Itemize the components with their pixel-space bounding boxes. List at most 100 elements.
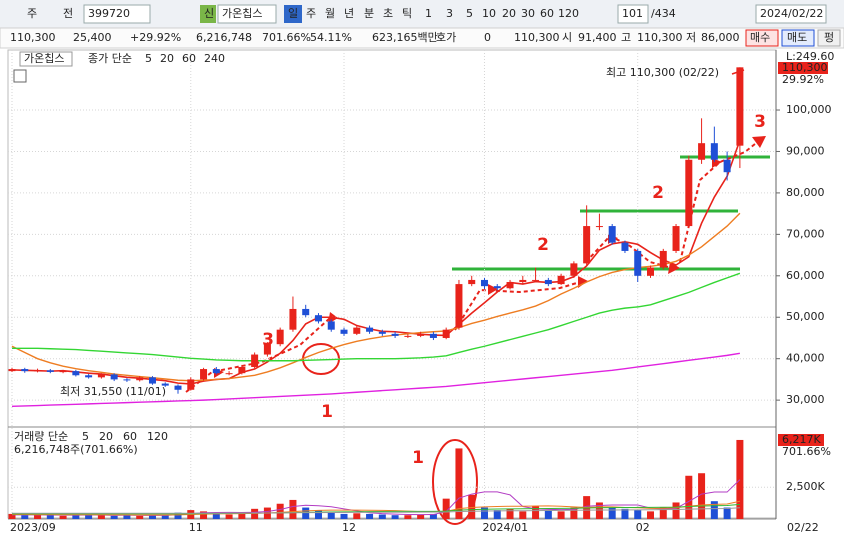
y-tick-label: 60,000 [786, 269, 825, 282]
last-price-label: 110,300 [782, 61, 828, 74]
toolbar-item[interactable]: 틱 [402, 7, 412, 20]
legend-entry: 240 [204, 52, 225, 65]
toolbar-item[interactable]: 주 [306, 7, 316, 20]
toolbar-item[interactable]: 년 [344, 7, 354, 20]
volume-bar [314, 510, 322, 519]
candle-body [455, 284, 463, 328]
name-field[interactable] [217, 4, 277, 24]
volume-bar [85, 514, 93, 519]
toolbar-item[interactable]: 101 [622, 7, 643, 20]
candle-body [736, 67, 744, 146]
candle-body [314, 315, 322, 322]
toolbar-item[interactable]: /434 [651, 7, 676, 20]
last-volume-box [778, 434, 824, 446]
chart-frame [7, 49, 777, 519]
quote-item[interactable]: 매수 [750, 31, 770, 44]
volume-bar [659, 507, 667, 519]
toolbar-item[interactable]: 3 [446, 7, 453, 20]
arrow-head [668, 262, 680, 274]
quote-item: 고 [621, 31, 631, 44]
volume-ma-line [12, 507, 740, 514]
volume-bar [647, 511, 654, 519]
candle-body [621, 242, 629, 251]
volume-bar [238, 512, 246, 519]
quote-item: 110,300 [10, 31, 56, 44]
candle-body [276, 329, 284, 345]
toolbar-item[interactable]: 5 [466, 7, 473, 20]
x-tick-label: 2024/01 [482, 521, 528, 534]
toolbar-item[interactable]: 120 [558, 7, 579, 20]
trend-arrow [454, 281, 581, 331]
grid-icon[interactable] [13, 69, 27, 83]
legend-entry: 5 [145, 52, 152, 65]
volume-bar [378, 514, 386, 519]
candle-body [340, 329, 348, 334]
volume-bar [200, 511, 208, 519]
quote-item: 25,400 [73, 31, 112, 44]
quote-item[interactable]: 매도 [787, 31, 807, 44]
candle-body [480, 279, 488, 287]
y-tick-label: 70,000 [786, 227, 825, 240]
toolbar-item[interactable]: 분 [364, 7, 374, 20]
candle-body [391, 333, 399, 336]
candle-body [59, 371, 67, 373]
count-field[interactable] [617, 4, 649, 24]
last-price-box [778, 62, 828, 74]
toolbar-item[interactable]: 전 [63, 7, 73, 20]
volume-bar [276, 503, 284, 519]
code-input[interactable] [83, 4, 151, 24]
candle-body [289, 308, 297, 330]
new-badge [200, 5, 216, 23]
toolbar-item[interactable]: 2024/02/22 [760, 7, 823, 20]
quote-item: 호가 [436, 31, 456, 44]
y-tick-label: 30,000 [786, 393, 825, 406]
low-label: 최저 31,550 (11/01) [60, 385, 166, 398]
candle-body [723, 159, 731, 173]
volume-bar [72, 515, 80, 519]
candle-body [532, 279, 540, 281]
legend-entry: 60 [182, 52, 196, 65]
candle-body [493, 286, 501, 289]
volume-bar [404, 515, 412, 519]
toolbar-item[interactable]: 신 [204, 7, 214, 20]
volume-bar [174, 512, 182, 519]
candle-body [404, 335, 412, 337]
toolbar-item[interactable]: 399720 [88, 7, 130, 20]
candle-body [187, 379, 195, 390]
y-tick-label: 90,000 [786, 144, 825, 157]
ma-line [11, 352, 741, 408]
quote-item: 6,216,748 [196, 31, 252, 44]
period-day-selected[interactable] [284, 5, 302, 23]
candle-body [442, 329, 450, 338]
buy-button[interactable] [745, 29, 779, 47]
toolbar-item[interactable]: 30 [521, 7, 535, 20]
volume-bar [557, 511, 565, 519]
volume-bar [493, 510, 501, 519]
toolbar-item[interactable]: 20 [502, 7, 516, 20]
candle-body [148, 377, 156, 384]
change-label: 29.92% [782, 73, 824, 86]
volume-bar [468, 494, 476, 519]
volume-bar [442, 498, 450, 519]
toolbar-item[interactable]: 60 [540, 7, 554, 20]
volume-bar [736, 439, 744, 519]
date-field[interactable] [755, 4, 827, 24]
quote-bar-bg [0, 27, 844, 49]
volume-bar [570, 507, 578, 519]
flat-button[interactable] [817, 29, 841, 47]
toolbar-item[interactable]: 1 [425, 7, 432, 20]
toolbar-item[interactable]: 일 [288, 6, 298, 20]
toolbar-item[interactable]: 가온칩스 [222, 7, 262, 20]
toolbar-item[interactable]: 초 [383, 7, 393, 20]
chart-title: 가온칩스 [24, 52, 64, 65]
volume-bar [123, 515, 131, 519]
toolbar-item[interactable]: 월 [325, 7, 335, 20]
candle-body [570, 263, 578, 276]
quote-item: 시 [562, 31, 572, 44]
sell-button[interactable] [781, 29, 815, 47]
volume-bar [429, 513, 437, 519]
volume-bar [21, 515, 29, 519]
toolbar-item[interactable]: 10 [482, 7, 496, 20]
quote-item[interactable]: 펑 [824, 31, 834, 44]
toolbar-item[interactable]: 주 [27, 7, 37, 20]
